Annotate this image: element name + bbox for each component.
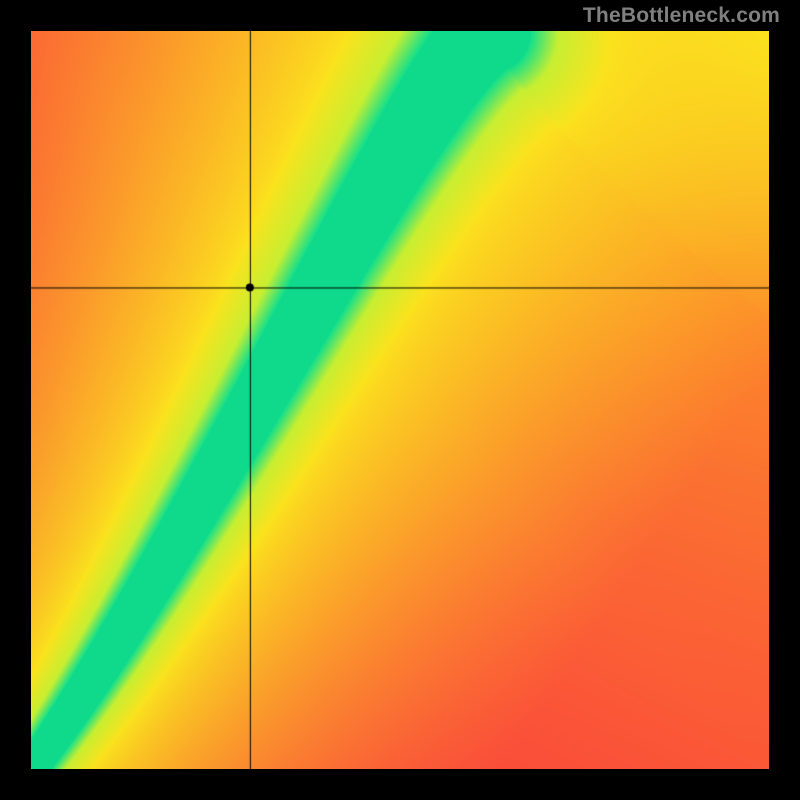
watermark-text: TheBottleneck.com	[583, 4, 780, 28]
chart-container: TheBottleneck.com	[0, 0, 800, 800]
bottleneck-heatmap	[31, 31, 769, 769]
